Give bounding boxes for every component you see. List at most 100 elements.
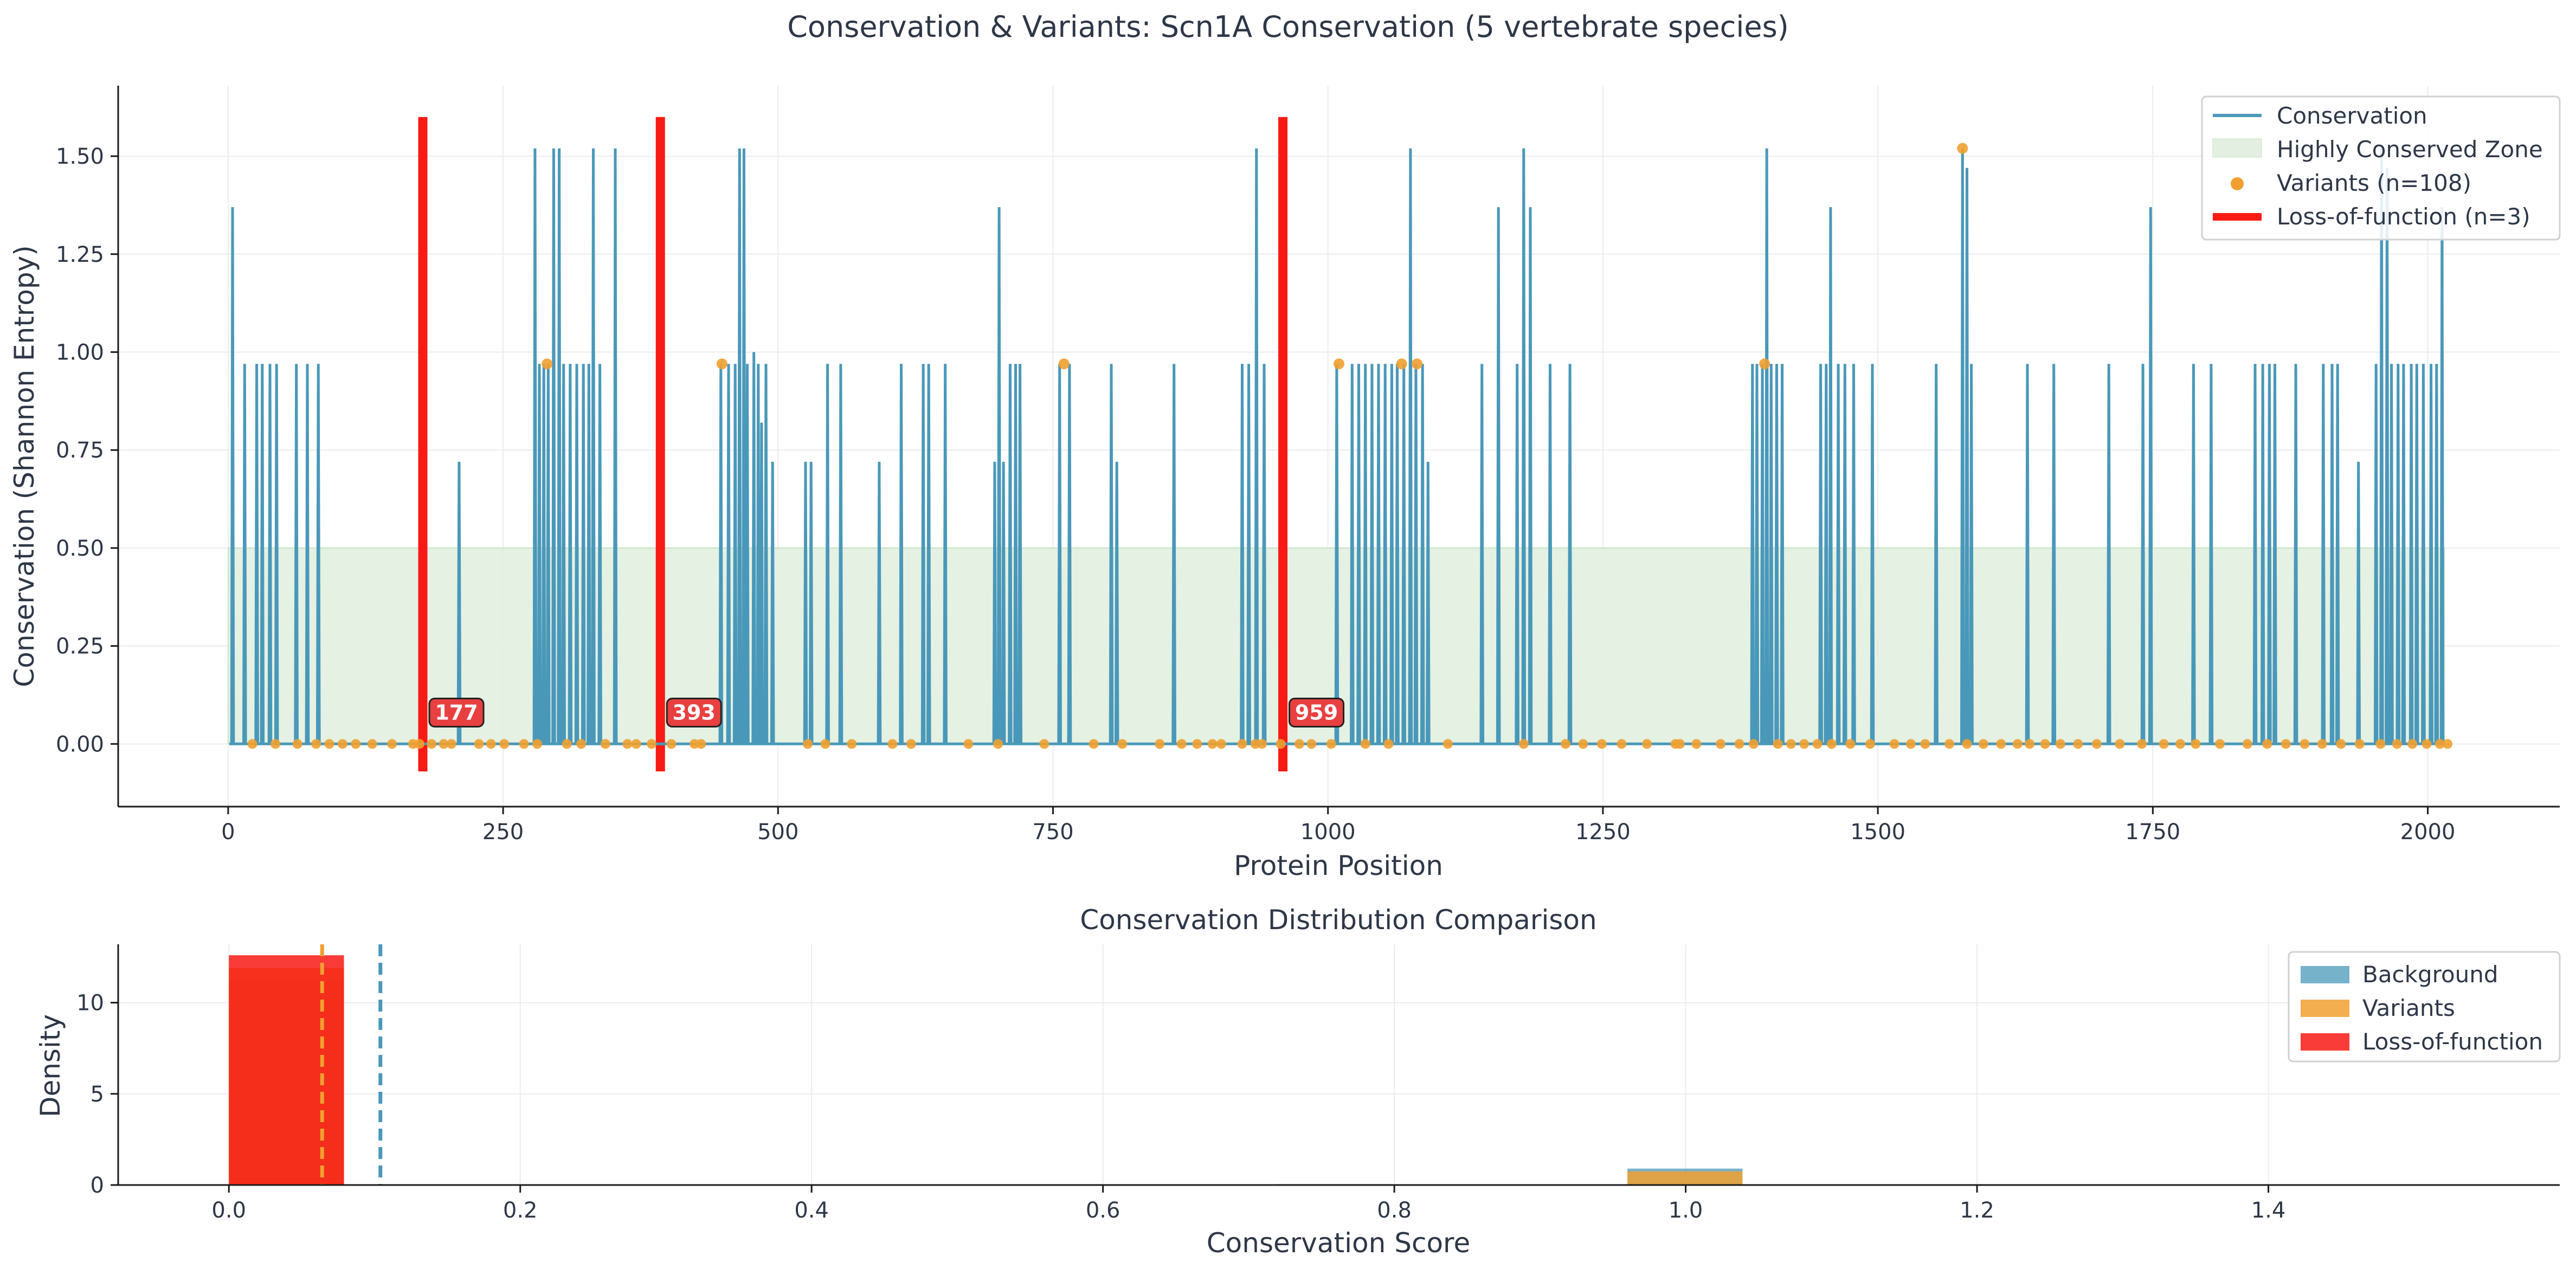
variant-point-66: [1920, 739, 1930, 749]
main-ytick-label-4: 1.00: [56, 340, 104, 365]
variant-point-45: [1442, 739, 1453, 749]
variant-point-80: [2191, 739, 2201, 749]
main-xtick-label-8: 2000: [2400, 820, 2456, 845]
variant-point-56: [1748, 739, 1759, 749]
variant-point-36: [1207, 739, 1218, 749]
legend-zone-label: Highly Conserved Zone: [2277, 136, 2543, 163]
variant-point-102: [1675, 739, 1685, 749]
variant-point-72: [2040, 739, 2050, 749]
main-xtick-label-2: 500: [757, 820, 798, 845]
variant-point-75: [2091, 739, 2102, 749]
variant-point-22: [646, 739, 656, 749]
legend-zone-swatch: [2212, 138, 2262, 158]
variant-point-89: [2375, 739, 2386, 749]
variant-point-32: [1117, 739, 1128, 749]
variant-point-raised-1: [716, 358, 727, 370]
variant-point-59: [1799, 739, 1809, 749]
variant-point-1: [271, 739, 281, 749]
variant-point-74: [2073, 739, 2083, 749]
main-xtick-label-7: 1750: [2125, 820, 2180, 845]
hist-bar-variants-1: [1627, 1171, 1743, 1185]
variant-point-82: [2242, 739, 2252, 749]
variant-point-3: [311, 739, 321, 749]
variant-point-41: [1294, 739, 1304, 749]
variant-point-65: [1905, 739, 1916, 749]
variant-point-61: [1826, 739, 1837, 749]
variant-point-62: [1845, 739, 1856, 749]
main-xtick-label-1: 250: [482, 820, 524, 845]
legend-variants-swatch: [2231, 177, 2244, 190]
variant-point-0: [247, 739, 257, 749]
main-xtick-label-6: 1500: [1850, 820, 1905, 845]
variant-point-raised-2: [1058, 358, 1070, 370]
legend-background-label: Background: [2362, 961, 2498, 988]
main-chart-xlabel: Protein Position: [1234, 850, 1443, 881]
variant-point-25: [803, 739, 813, 749]
variant-point-31: [1089, 739, 1099, 749]
variant-point-24: [696, 739, 706, 749]
variant-point-55: [1734, 739, 1744, 749]
variant-point-57: [1773, 739, 1783, 749]
variant-point-40: [1276, 739, 1286, 749]
variant-point-87: [2336, 739, 2346, 749]
variant-point-100: [1237, 739, 1247, 749]
variant-point-5: [337, 739, 347, 749]
variant-point-4: [324, 739, 334, 749]
variant-point-8: [387, 739, 397, 749]
lof-badge-label-177: 177: [435, 701, 478, 725]
lof-badge-label-959: 959: [1295, 701, 1338, 725]
variant-point-47: [1560, 739, 1570, 749]
variant-point-42: [1306, 739, 1317, 749]
variant-point-46: [1518, 739, 1529, 749]
distribution-chart-legend: Background Variants Loss-of-function: [2288, 951, 2561, 1062]
variant-point-86: [2317, 739, 2327, 749]
variant-point-34: [1176, 739, 1187, 749]
dist-xtick-label-3: 0.6: [1086, 1198, 1120, 1223]
variant-point-98: [847, 739, 857, 749]
main-xtick-label-0: 0: [221, 820, 235, 845]
distribution-chart-ylabel: Density: [35, 1014, 66, 1117]
dist-xtick-label-6: 1.2: [1960, 1198, 1994, 1223]
legend-lof-hist-label: Loss-of-function: [2362, 1028, 2543, 1055]
main-xtick-label-3: 750: [1032, 820, 1073, 845]
variant-point-raised-5: [1412, 358, 1423, 370]
variant-point-43: [1326, 739, 1336, 749]
variant-point-60: [1812, 739, 1822, 749]
variant-point-96: [562, 739, 572, 749]
variant-point-raised-3: [1334, 358, 1344, 370]
variant-point-103: [1962, 739, 1972, 749]
variant-point-58: [1786, 739, 1796, 749]
main-ytick-label-3: 0.75: [56, 438, 104, 463]
main-ytick-label-1: 0.25: [56, 634, 104, 659]
variant-point-79: [2175, 739, 2186, 749]
variant-point-39: [1257, 739, 1267, 749]
dist-ytick-label-2: 10: [76, 991, 104, 1016]
dist-xtick-label-5: 1.0: [1669, 1198, 1703, 1223]
variant-point-15: [499, 739, 510, 749]
variant-point-50: [1617, 739, 1627, 749]
main-ytick-label-5: 1.25: [56, 242, 104, 267]
variant-point-48: [1578, 739, 1588, 749]
variant-point-94: [2443, 739, 2453, 749]
variant-point-51: [1642, 739, 1652, 749]
variant-point-76: [2115, 739, 2125, 749]
distribution-chart-ticks: 0.0 0.2 0.4 0.6 0.8 1.0 1.2 1.4 0 5 10: [76, 991, 2285, 1223]
variant-point-28: [906, 739, 916, 749]
main-chart-ticks: 0 250 500 750 1000 1250 1500 1750 2000 0.00 0.25 0.…: [56, 144, 2456, 845]
variant-point-raised-7: [1957, 143, 1968, 154]
variant-point-raised-4: [1396, 358, 1407, 370]
variant-point-101: [1383, 739, 1394, 749]
variant-point-10: [427, 739, 437, 749]
variant-point-26: [820, 739, 830, 749]
legend-variants-label: Variants (n=108): [2277, 170, 2471, 196]
distribution-chart-title: Conservation Distribution Comparison: [1080, 904, 1596, 936]
main-chart-ylabel: Conservation (Shannon Entropy): [9, 245, 40, 687]
main-xtick-label-5: 1250: [1575, 820, 1631, 845]
loss-of-function-labels: 177 393 959: [428, 698, 1345, 728]
variant-point-64: [1889, 739, 1899, 749]
variant-point-17: [532, 739, 542, 749]
variant-point-83: [2262, 739, 2272, 749]
loss-of-function-lines: [418, 117, 1288, 771]
variant-point-92: [2422, 739, 2432, 749]
